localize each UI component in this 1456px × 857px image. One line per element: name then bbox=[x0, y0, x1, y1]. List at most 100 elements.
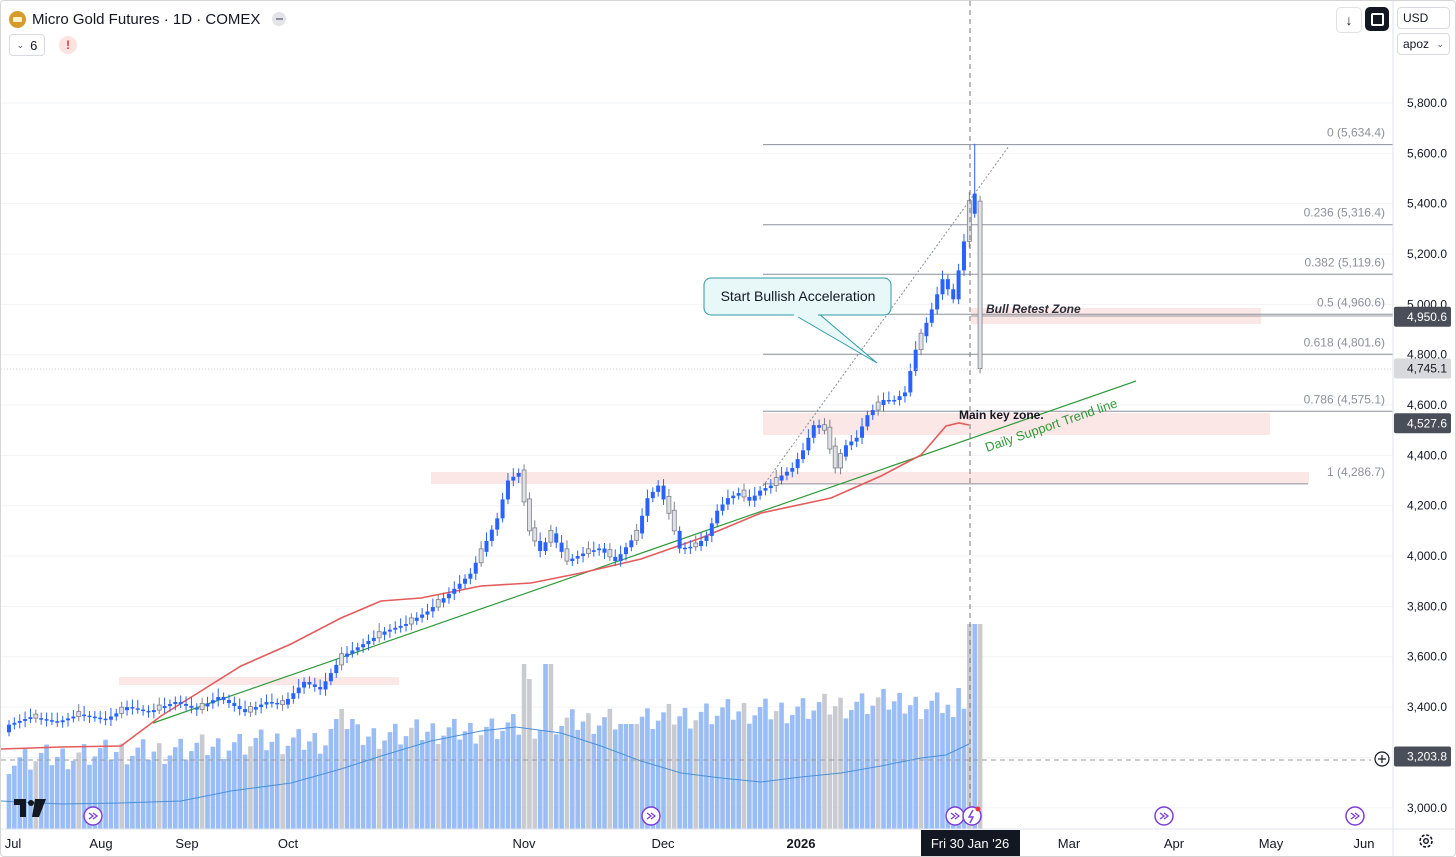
daily-support-trend-line[interactable] bbox=[152, 380, 1137, 724]
volume-bar bbox=[33, 761, 39, 829]
up-candle bbox=[806, 429, 811, 456]
highlight-zone bbox=[763, 413, 1270, 435]
fibonacci-retracement[interactable]: 0 (5,634.4) 0.236 (5,316.4) 0.382 (5,119.6… bbox=[763, 126, 1393, 485]
add-price-button[interactable] bbox=[1374, 751, 1390, 767]
indicators-toggle[interactable]: ⌄ 6 bbox=[9, 34, 45, 56]
volume-bar bbox=[65, 769, 71, 829]
event-arrow-icon[interactable] bbox=[1154, 806, 1174, 826]
up-candle bbox=[237, 698, 242, 716]
up-candle bbox=[387, 624, 392, 638]
volume-bar bbox=[730, 719, 736, 829]
volume-bar bbox=[162, 763, 167, 829]
up-candle bbox=[23, 711, 28, 728]
down-candle bbox=[741, 483, 747, 502]
tradingview-logo-icon[interactable] bbox=[13, 797, 47, 819]
volume-bar bbox=[462, 731, 468, 829]
volume-bar bbox=[757, 707, 763, 829]
volume-bar bbox=[344, 729, 350, 829]
lightning-event-icon[interactable] bbox=[962, 806, 982, 826]
price-axis[interactable]: 5,800.05,600.05,400.05,200.05,000.04,800… bbox=[1394, 96, 1451, 815]
down-candle bbox=[435, 595, 441, 612]
down-candle bbox=[822, 418, 827, 435]
candlestick-series bbox=[7, 143, 983, 737]
up-candle bbox=[82, 706, 87, 722]
volume-bar bbox=[489, 718, 495, 829]
callout-annotation[interactable]: Start Bullish Acceleration bbox=[703, 277, 892, 364]
price-tick-label: 3,800.0 bbox=[1407, 599, 1447, 613]
up-candle bbox=[924, 317, 929, 343]
volume-bar bbox=[253, 737, 259, 829]
down-candle bbox=[875, 395, 881, 416]
currency-select[interactable]: USD bbox=[1397, 7, 1450, 29]
volume-bar bbox=[763, 698, 768, 829]
up-candle bbox=[398, 618, 403, 633]
volume-bar bbox=[553, 734, 559, 829]
download-button[interactable]: ↓ bbox=[1336, 7, 1362, 33]
up-candle bbox=[189, 697, 194, 714]
up-candle bbox=[935, 286, 940, 315]
price-tick-label: 4,200.0 bbox=[1407, 499, 1447, 513]
gear-icon[interactable] bbox=[1417, 832, 1435, 850]
symbol-legend[interactable]: Micro Gold Futures · 1D · COMEX bbox=[9, 8, 287, 30]
volume-bar bbox=[60, 748, 65, 829]
up-candle bbox=[108, 707, 113, 726]
volume-bar bbox=[720, 707, 725, 829]
volume-bar bbox=[312, 733, 318, 829]
volume-bar bbox=[140, 739, 146, 829]
collapse-legend-button[interactable] bbox=[272, 12, 287, 26]
volume-bar bbox=[167, 755, 173, 829]
time-tick-label: Nov bbox=[512, 836, 536, 851]
up-candle bbox=[650, 487, 655, 503]
up-candle bbox=[12, 717, 17, 730]
up-candle bbox=[49, 712, 54, 726]
volume-bar bbox=[832, 706, 838, 829]
down-candle bbox=[607, 543, 613, 561]
volume-bar bbox=[768, 719, 774, 829]
volume-bar bbox=[333, 719, 339, 829]
volume-bar bbox=[108, 760, 114, 829]
volume-bar bbox=[38, 752, 44, 829]
up-candle bbox=[103, 711, 108, 726]
volume-bar bbox=[414, 719, 420, 829]
volume-bar bbox=[199, 734, 205, 829]
down-candle bbox=[693, 535, 699, 551]
up-candle bbox=[795, 452, 800, 475]
time-axis[interactable]: Jul Aug Sep Oct Nov Dec 2026 Mar Apr May Jun bbox=[5, 836, 1375, 851]
event-arrow-icon[interactable] bbox=[83, 806, 103, 826]
volume-bar bbox=[618, 724, 623, 829]
price-tick-label: 4,400.0 bbox=[1407, 448, 1447, 462]
warning-icon[interactable]: ! bbox=[59, 36, 77, 54]
event-markers[interactable] bbox=[83, 806, 1365, 826]
up-candle bbox=[715, 504, 720, 528]
highlight-zones bbox=[119, 308, 1393, 685]
volume-bar bbox=[258, 729, 264, 829]
up-candle bbox=[489, 525, 494, 547]
volume-bar bbox=[741, 703, 747, 829]
up-candle bbox=[275, 698, 280, 710]
volume-bar bbox=[752, 715, 758, 829]
volume-bar bbox=[849, 710, 854, 829]
up-candle bbox=[87, 711, 92, 723]
down-candle bbox=[119, 701, 125, 719]
event-arrow-icon[interactable] bbox=[641, 806, 661, 826]
indicator-count: 6 bbox=[30, 37, 38, 53]
time-tick-label: Mar bbox=[1058, 836, 1081, 851]
volume-bar bbox=[371, 728, 377, 829]
up-candle bbox=[854, 430, 859, 448]
up-candle bbox=[779, 466, 784, 485]
up-candle bbox=[902, 385, 907, 403]
unit-select[interactable]: apoz ⌄ bbox=[1397, 33, 1450, 55]
volume-bar bbox=[76, 752, 82, 829]
fib-level-label: 1 (4,286.7) bbox=[1327, 465, 1385, 479]
volume-bar bbox=[639, 716, 645, 829]
fullscreen-button[interactable] bbox=[1365, 7, 1389, 31]
event-arrow-icon[interactable] bbox=[1345, 806, 1365, 826]
up-candle bbox=[945, 274, 950, 296]
up-candle bbox=[312, 677, 317, 692]
volume-bar bbox=[527, 679, 532, 829]
event-arrow-icon[interactable] bbox=[945, 806, 965, 826]
up-candle bbox=[452, 581, 457, 601]
up-candle bbox=[484, 532, 489, 557]
